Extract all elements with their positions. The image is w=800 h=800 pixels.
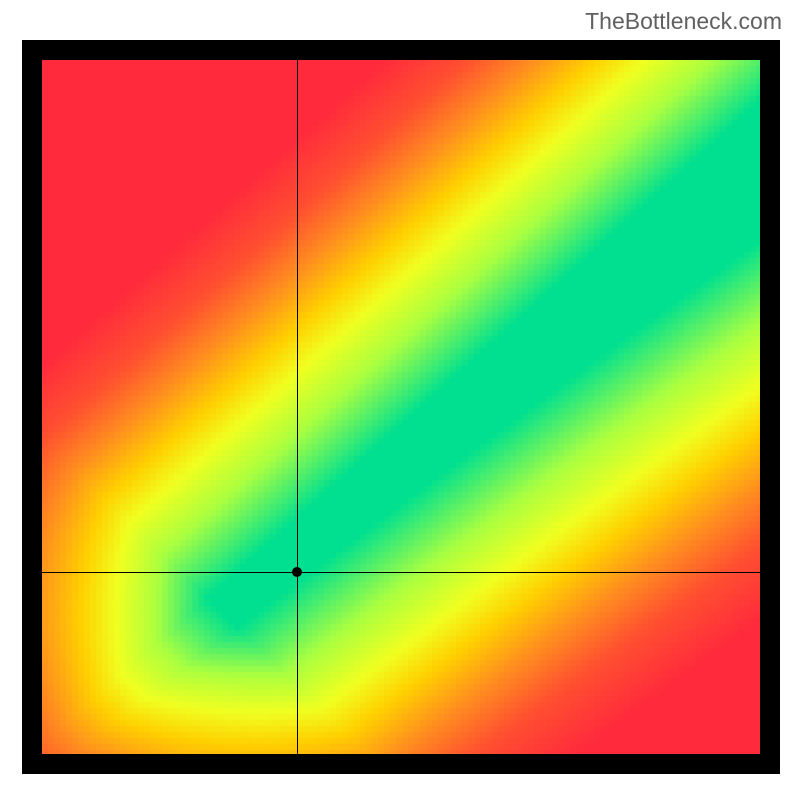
crosshair-vertical-line: [297, 60, 298, 754]
bottleneck-heatmap: [42, 60, 760, 754]
watermark-text: TheBottleneck.com: [585, 8, 782, 35]
selection-marker-dot: [292, 567, 302, 577]
crosshair-horizontal-line: [42, 572, 760, 573]
plot-frame: [22, 40, 780, 774]
